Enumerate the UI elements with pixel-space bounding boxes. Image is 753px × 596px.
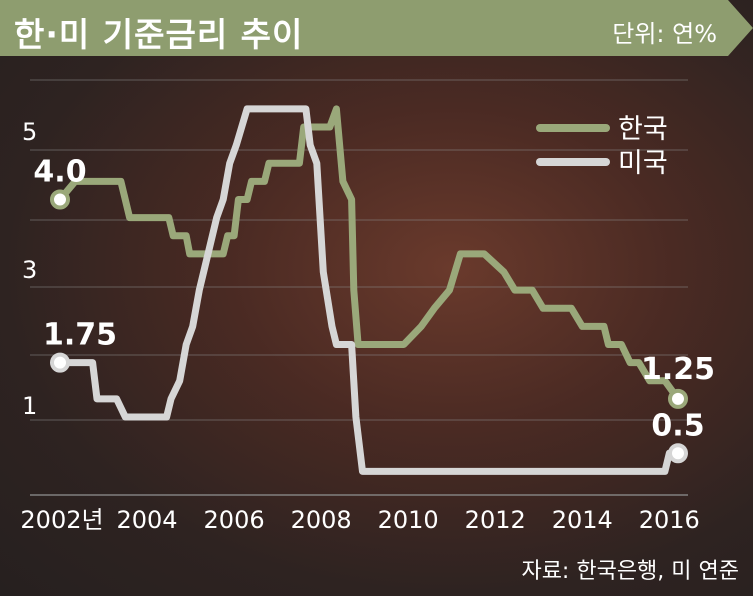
x-tick-label: 2004 [117, 506, 178, 534]
data-point-marker [50, 352, 70, 373]
data-label: 1.25 [641, 352, 715, 387]
usa-rate-line [56, 105, 682, 475]
x-tick-label: 2016 [639, 506, 700, 534]
data-point-marker [668, 443, 688, 464]
page-title: 한·미 기준금리 추이 [14, 15, 304, 54]
x-tick-label: 2012 [465, 506, 526, 534]
data-label: 4.0 [33, 155, 86, 190]
korea-rate-line [56, 105, 682, 403]
y-tick-label: 5 [22, 118, 37, 146]
x-tick-label: 2014 [552, 506, 613, 534]
x-tick-label: 2008 [291, 506, 352, 534]
x-tick-label: 2006 [204, 506, 265, 534]
title-bar-shape [0, 0, 753, 56]
y-tick-label: 3 [22, 256, 37, 284]
data-point-marker [50, 189, 70, 210]
y-tick-label: 1 [22, 392, 37, 420]
data-label: 0.5 [651, 408, 704, 443]
title-bar: 한·미 기준금리 추이 단위: 연% [0, 0, 753, 56]
legend-label: 미국 [618, 148, 668, 179]
x-tick-label: 2010 [378, 506, 439, 534]
data-point-marker [668, 388, 688, 409]
source-note: 자료: 한국은행, 미 연준 [521, 559, 739, 584]
legend-label: 한국 [618, 114, 668, 145]
x-tick-label: 2002년 [20, 506, 103, 534]
unit-label: 단위: 연% [612, 20, 717, 48]
data-label: 1.75 [43, 318, 117, 353]
